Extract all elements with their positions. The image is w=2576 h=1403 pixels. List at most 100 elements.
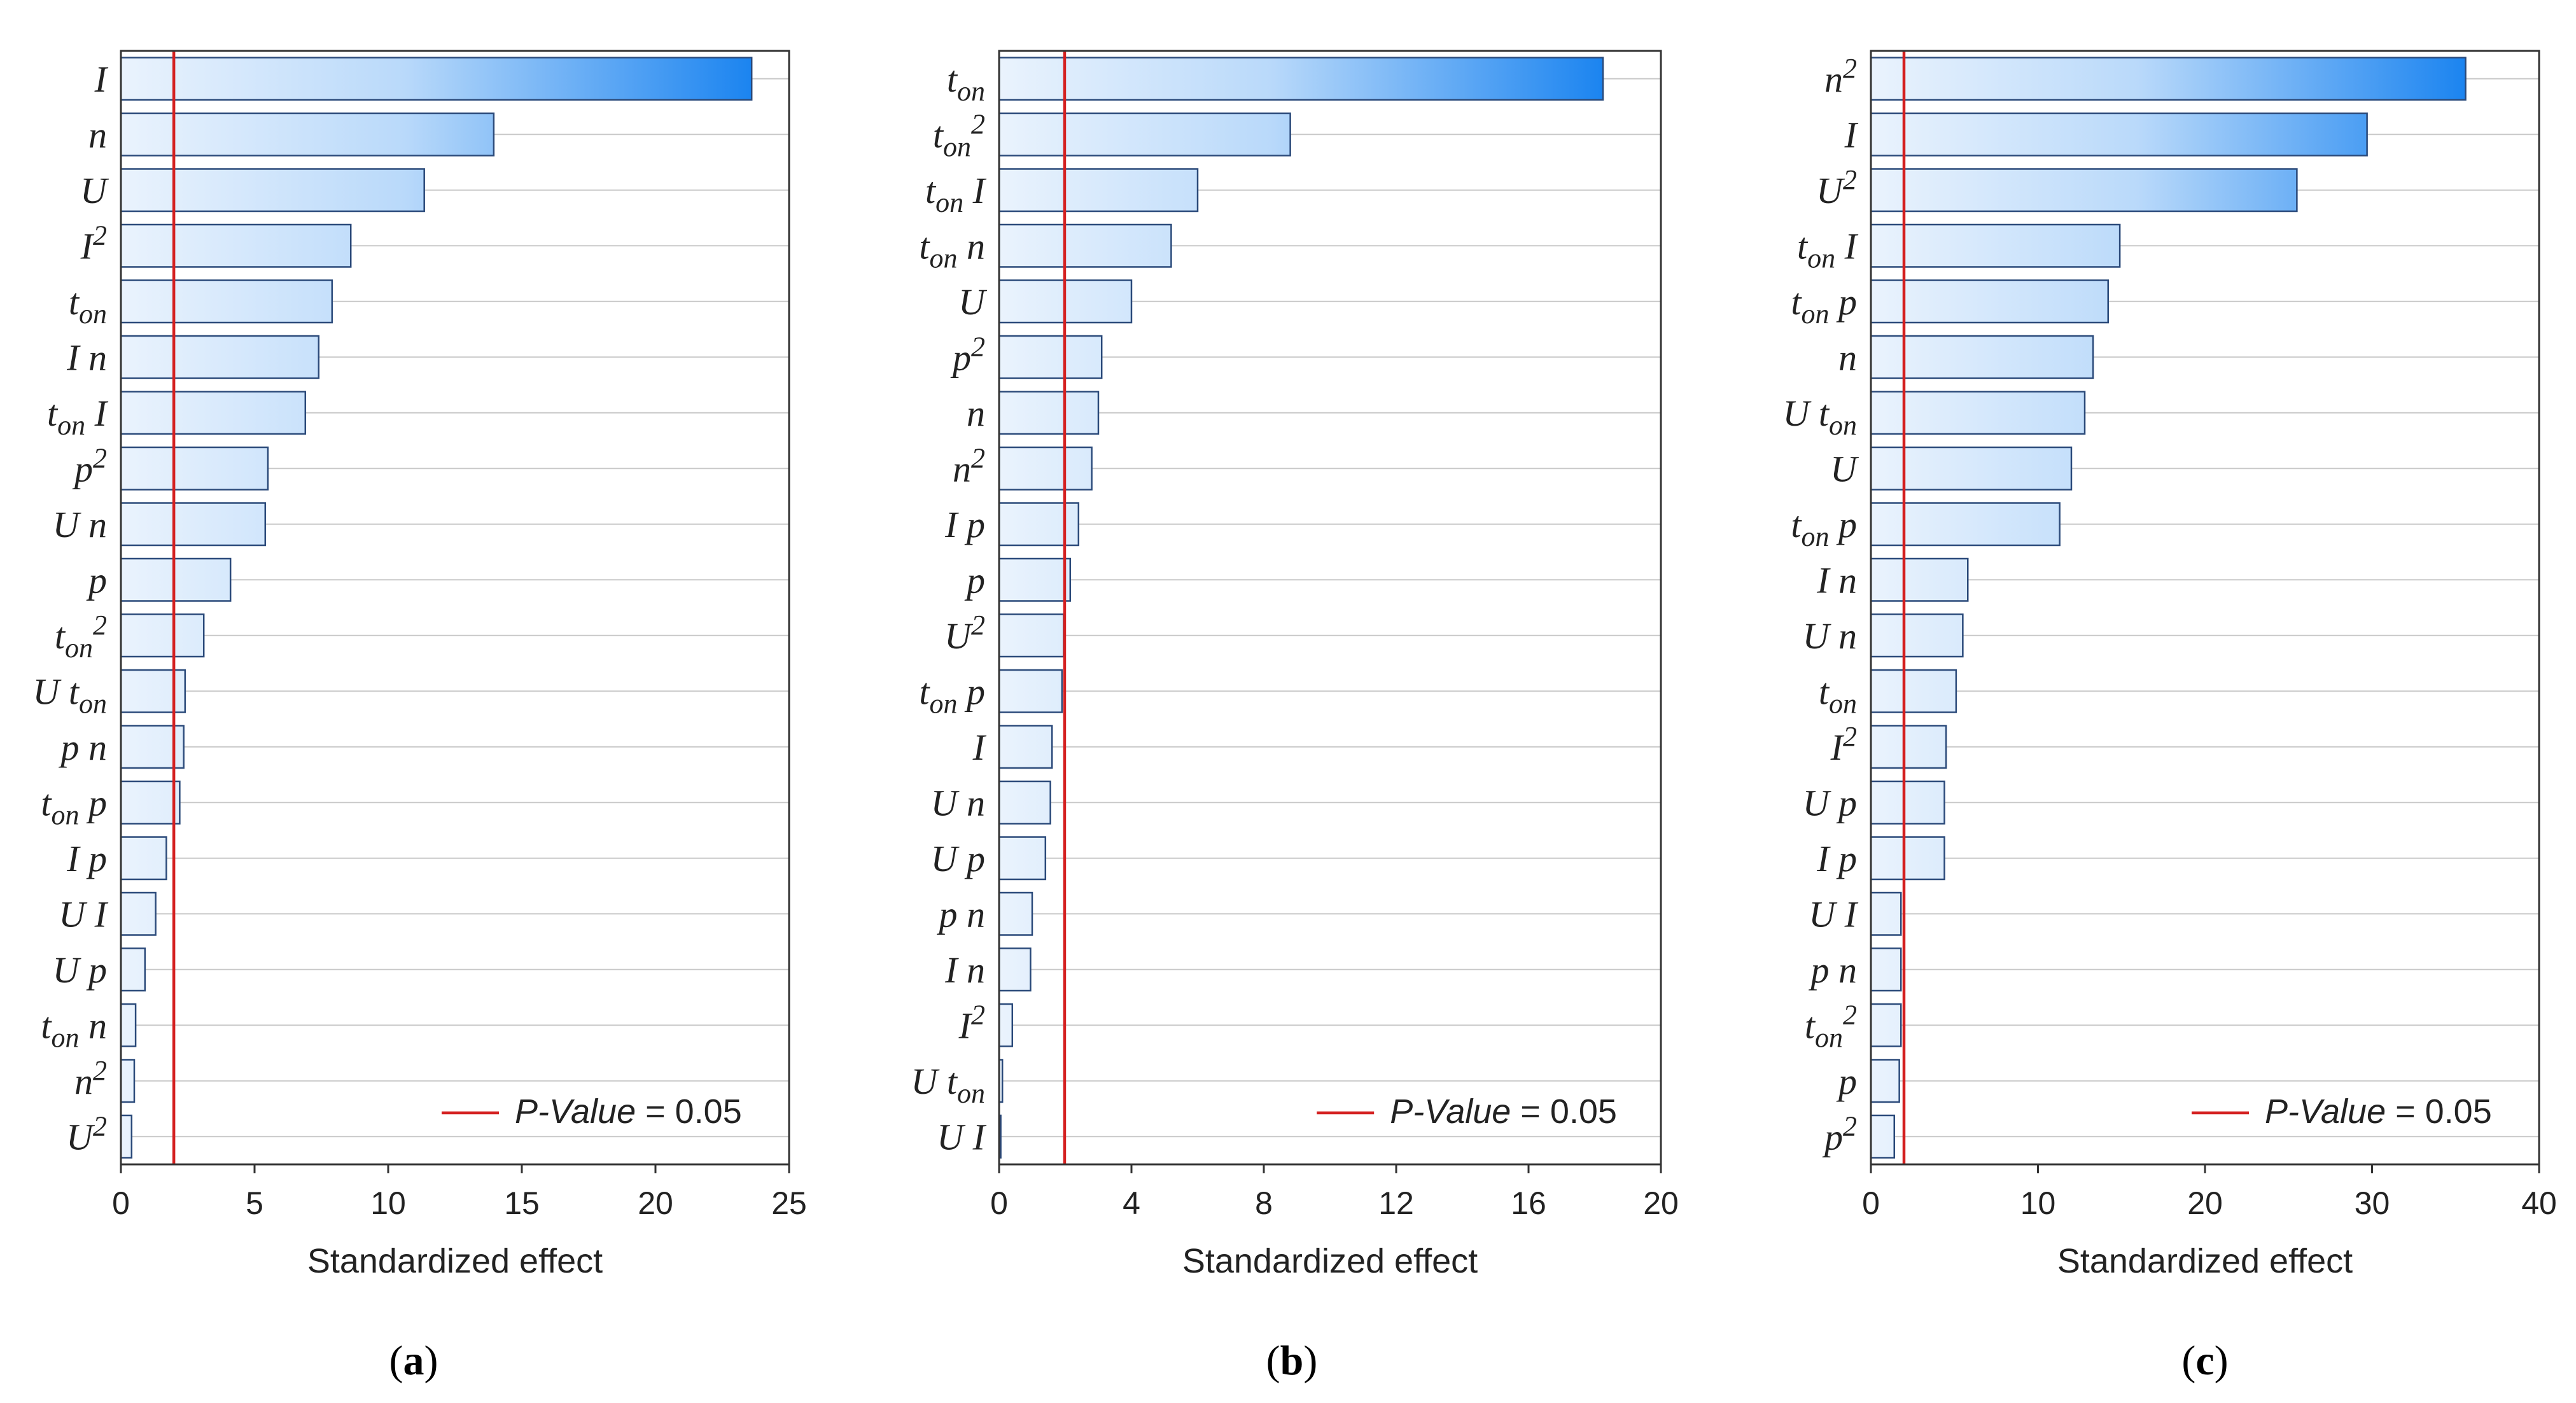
bar-label: U (1830, 448, 1859, 489)
bar-p (120, 557, 232, 602)
bar-label: ton​ p (1791, 281, 1857, 330)
bar-t-on-p (1870, 502, 2061, 547)
bar-u-p (998, 836, 1047, 881)
bar-label: U p (53, 949, 107, 991)
bar-i-p (998, 502, 1080, 547)
bar-t-on (1870, 669, 1957, 713)
bar-label: I p (944, 504, 985, 545)
bar-u-i (120, 891, 157, 936)
bar-label: n (1838, 337, 1857, 378)
bar-t-on-i (120, 391, 307, 435)
bar-t-on-p (998, 669, 1063, 713)
bar-i (998, 725, 1053, 769)
bar-label: ton​ p (919, 671, 985, 719)
plot-frame (1870, 50, 2540, 1166)
x-tick-label: 30 (2355, 1185, 2390, 1221)
plot-frame (120, 50, 790, 1166)
bar-i- (1870, 725, 1947, 769)
bar-t-on-p (120, 780, 181, 825)
bar-label: ton2​ (933, 108, 985, 162)
bar-label: I n (1816, 559, 1857, 601)
x-tick-label: 0 (1862, 1185, 1880, 1221)
x-tick-label: 4 (1123, 1185, 1140, 1221)
bar-i (120, 57, 753, 101)
bar-label: n2​ (74, 1055, 107, 1102)
chart-panel-b: ton​ton2​ ton​ I ton​ n Up2​ n n2​ I p p U2​ ton​… (911, 50, 1679, 1384)
panel-caption: (b) (1266, 1337, 1318, 1384)
bar-u (120, 168, 425, 213)
bar-t-on- (1870, 1003, 1902, 1047)
bar-p-n (998, 891, 1033, 936)
bar-t-on (120, 279, 333, 324)
bar-label: n2​ (953, 442, 985, 489)
bar-label: ton2​ (55, 610, 107, 664)
bar-label: U2​ (66, 1110, 107, 1157)
bar-label: p (1836, 1061, 1857, 1102)
bar-label: I n (66, 337, 107, 378)
bar-u-n (120, 502, 267, 547)
bar-label: ton​ (947, 59, 985, 107)
bar-label: ton2​ (1805, 999, 1857, 1053)
bar-label: U n (931, 782, 985, 823)
bar-p- (1870, 1114, 1895, 1159)
x-tick-label: 15 (504, 1185, 540, 1221)
bar-label: U n (1803, 615, 1857, 657)
bar-n- (120, 1059, 136, 1103)
bar-label: p (86, 559, 107, 601)
bar-label: n2​ (1824, 53, 1857, 100)
x-tick-label: 0 (112, 1185, 130, 1221)
bar-label: U I (1809, 893, 1858, 935)
bar-t-on- (120, 613, 205, 658)
bar-label: U I (59, 893, 108, 935)
bar-label: ton​ (1819, 671, 1857, 719)
bar-label: p (964, 559, 985, 601)
bar-label: ton​ n (919, 225, 985, 274)
bar-label: U (958, 281, 988, 323)
bar-n- (998, 446, 1093, 491)
bar-label: U (80, 170, 109, 211)
bar-p- (120, 446, 269, 491)
bar-label: ton​ p (41, 782, 107, 830)
x-tick-label: 40 (2521, 1185, 2557, 1221)
legend-label: P-Value = 0.05 (515, 1092, 742, 1131)
x-tick-label: 20 (2187, 1185, 2223, 1221)
bar-label: p n (1809, 949, 1858, 991)
legend-label: P-Value = 0.05 (2265, 1092, 2492, 1131)
bar-label: ton​ (69, 281, 107, 330)
chart-panel-a: InU I2​ ton​ I n ton​ Ip2​ U n p ton2​ U ton​ p n… (32, 50, 807, 1384)
bar-label: p n (937, 893, 986, 935)
bar-label: I (1844, 114, 1859, 155)
x-tick-label: 8 (1255, 1185, 1273, 1221)
bar-n (1870, 335, 2094, 379)
bar-label: U ton​ (32, 671, 107, 719)
bar-label: p n (59, 727, 108, 768)
bar-u-n (998, 780, 1051, 825)
bar-n- (1870, 57, 2467, 101)
bar-n (998, 391, 1100, 435)
bar-label: I n (944, 949, 985, 991)
bar-label: U p (931, 838, 985, 879)
x-tick-label: 0 (990, 1185, 1008, 1221)
bar-u- (1870, 168, 2298, 213)
bar-label: I p (66, 838, 107, 879)
bar-label: p2​ (950, 331, 985, 378)
x-tick-label: 25 (771, 1185, 807, 1221)
bar-label: I2​ (80, 220, 107, 267)
bar-p (998, 557, 1072, 602)
bar-t-on-p (1870, 279, 2109, 324)
legend-label: P-Value = 0.05 (1390, 1092, 1617, 1131)
bar-label: U I (937, 1116, 986, 1157)
bar-p (1870, 1059, 1900, 1103)
bar-label: I p (1816, 838, 1857, 879)
bar-label: I (972, 727, 987, 768)
bar-i- (998, 1003, 1014, 1047)
bar-label: U n (53, 504, 107, 545)
bar-t-on-n (998, 223, 1172, 268)
panel-caption: (a) (389, 1337, 438, 1384)
x-tick-label: 12 (1378, 1185, 1414, 1221)
x-tick-label: 16 (1511, 1185, 1546, 1221)
bar-label: ton​ I (47, 393, 109, 441)
x-tick-label: 10 (370, 1185, 406, 1221)
bar-label: U p (1803, 782, 1857, 823)
